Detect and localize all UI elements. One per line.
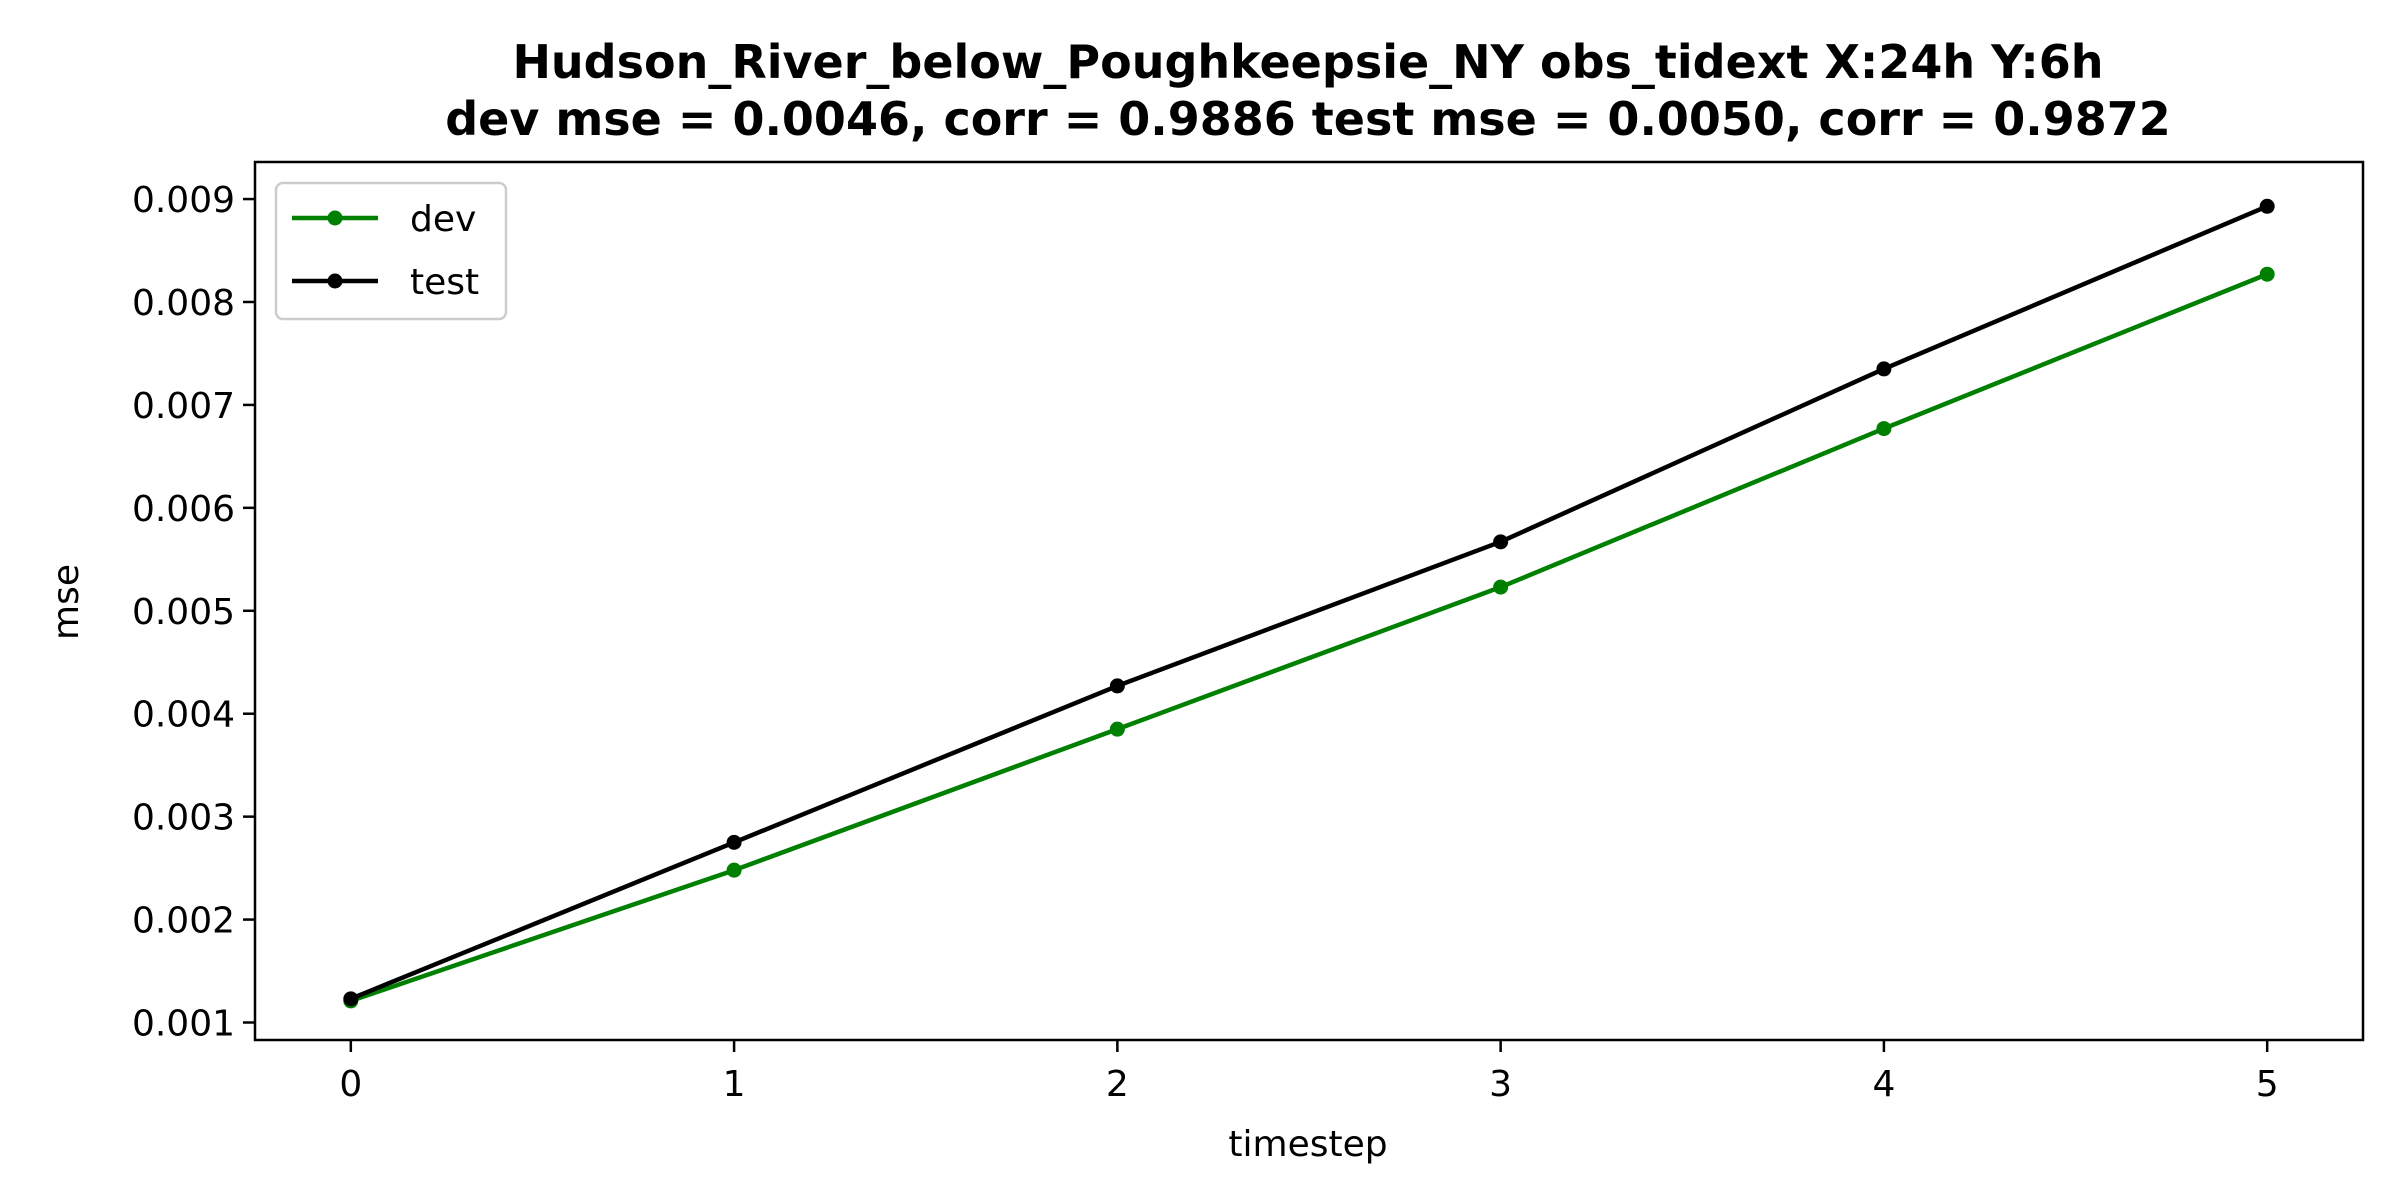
x-tick-label: 1 <box>723 1064 746 1105</box>
legend-marker-dev <box>327 210 343 226</box>
legend: dev test <box>274 181 508 321</box>
data-point-test-5 <box>2259 198 2275 214</box>
y-tick-label: 0.003 <box>132 798 235 839</box>
axes-frame <box>253 160 2365 1042</box>
chart-title-line-1: Hudson_River_below_Poughkeepsie_NY obs_t… <box>512 35 2103 89</box>
plot-area: 0 1 2 3 4 5 0.001 0.002 0.003 0.004 0.005 0.006 0.00… <box>132 160 2365 1105</box>
data-point-dev-4 <box>1876 421 1892 437</box>
data-point-dev-1 <box>726 862 742 878</box>
legend-marker-test <box>327 273 343 289</box>
data-point-test-1 <box>726 834 742 850</box>
y-tick-label: 0.005 <box>132 592 235 633</box>
data-point-dev-3 <box>1493 579 1509 595</box>
data-point-test-2 <box>1109 678 1125 694</box>
data-point-test-4 <box>1876 361 1892 377</box>
legend-label-test: test <box>410 262 479 303</box>
legend-label-dev: dev <box>410 199 476 240</box>
x-tick-label: 0 <box>339 1064 362 1105</box>
data-point-test-3 <box>1493 534 1509 550</box>
data-point-dev-5 <box>2259 266 2275 282</box>
chart-title-line-2: dev mse = 0.0046, corr = 0.9886 test mse… <box>445 92 2171 146</box>
y-axis-label: mse <box>46 564 87 640</box>
y-tick-label: 0.007 <box>132 386 235 427</box>
x-axis-label: timestep <box>1228 1124 1387 1165</box>
series-line-dev <box>347 271 2271 1004</box>
data-point-test-0 <box>343 991 359 1007</box>
x-tick-label: 2 <box>1106 1064 1129 1105</box>
y-tick-label: 0.004 <box>132 695 235 736</box>
y-tick-label: 0.008 <box>132 283 235 324</box>
x-tick-label: 5 <box>2256 1064 2279 1105</box>
y-tick-label: 0.006 <box>132 489 235 530</box>
y-tick-label: 0.002 <box>132 901 235 942</box>
x-tick-label: 3 <box>1489 1064 1512 1105</box>
series-line-test <box>347 203 2271 1002</box>
y-tick-label: 0.001 <box>132 1004 235 1045</box>
y-tick-label: 0.009 <box>132 180 235 221</box>
data-point-dev-2 <box>1109 721 1125 737</box>
x-tick-label: 4 <box>1872 1064 1895 1105</box>
